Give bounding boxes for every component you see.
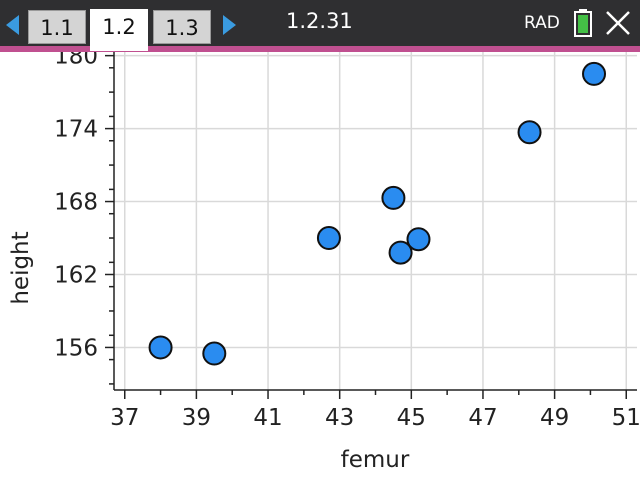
triangle-left-icon[interactable]: [6, 15, 20, 35]
data-point[interactable]: [148, 335, 173, 360]
x-tick-label: 43: [325, 405, 354, 431]
y-tick-label: 168: [54, 190, 98, 216]
y-tick-label: 156: [54, 335, 98, 361]
tab-1-2[interactable]: 1.2: [90, 9, 148, 51]
close-icon[interactable]: [605, 10, 631, 36]
y-axis-label: height: [8, 231, 34, 304]
data-point[interactable]: [381, 185, 406, 210]
data-point[interactable]: [517, 120, 542, 145]
x-tick-label: 47: [468, 405, 497, 431]
y-tick-label: 162: [54, 262, 98, 288]
data-point[interactable]: [316, 226, 341, 251]
x-tick-label: 37: [110, 405, 139, 431]
top-bar: 1.1 1.2 1.3 1.2.31 RAD: [0, 0, 640, 51]
y-tick-label: 180: [54, 52, 98, 70]
data-point[interactable]: [202, 341, 227, 366]
x-tick-label: 41: [253, 405, 282, 431]
scatter-plot[interactable]: 37 39 41 43 45 47 49 51 156 162 168 174 180 femur he…: [0, 52, 640, 480]
data-point[interactable]: [406, 227, 431, 252]
angle-mode: RAD: [524, 13, 560, 33]
x-axis-label: femur: [341, 447, 410, 473]
x-tick-label: 45: [397, 405, 426, 431]
y-tick-label: 174: [54, 117, 98, 143]
data-point[interactable]: [388, 240, 413, 265]
tab-1-3[interactable]: 1.3: [153, 10, 211, 44]
accent-strip: [0, 46, 640, 52]
document-title: 1.2.31: [286, 9, 353, 33]
x-tick-label: 39: [182, 405, 211, 431]
tab-1-1[interactable]: 1.1: [28, 10, 86, 44]
x-tick-label: 49: [540, 405, 569, 431]
data-point[interactable]: [582, 61, 607, 86]
triangle-right-icon[interactable]: [222, 15, 236, 35]
x-tick-label: 51: [612, 405, 640, 431]
battery-icon: [574, 9, 592, 37]
